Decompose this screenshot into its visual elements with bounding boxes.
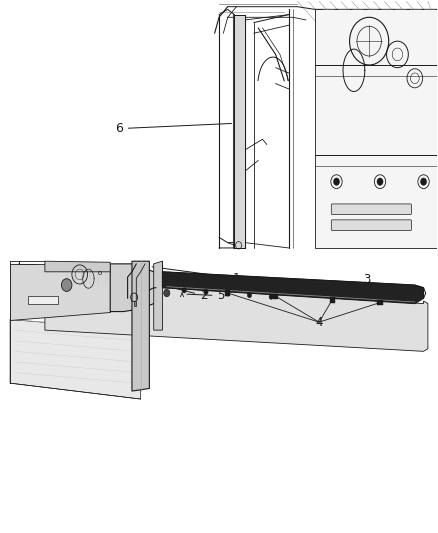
Polygon shape — [378, 300, 383, 305]
FancyBboxPatch shape — [331, 220, 411, 230]
Text: 6: 6 — [115, 122, 231, 135]
Circle shape — [226, 291, 230, 296]
Text: 4: 4 — [315, 316, 323, 329]
Circle shape — [269, 294, 273, 300]
Circle shape — [204, 289, 208, 295]
Polygon shape — [273, 294, 278, 299]
Polygon shape — [134, 301, 136, 306]
Polygon shape — [45, 272, 428, 351]
Polygon shape — [10, 319, 141, 399]
Text: 2: 2 — [139, 279, 208, 302]
Polygon shape — [315, 10, 437, 248]
Circle shape — [164, 289, 170, 297]
Polygon shape — [225, 290, 230, 296]
Polygon shape — [10, 264, 110, 319]
Circle shape — [420, 178, 427, 185]
Text: 1: 1 — [152, 267, 240, 285]
Circle shape — [377, 178, 383, 185]
Circle shape — [61, 279, 72, 292]
Polygon shape — [154, 261, 162, 330]
Text: o: o — [97, 270, 102, 277]
Polygon shape — [28, 296, 58, 304]
Text: 3: 3 — [318, 273, 371, 295]
Polygon shape — [162, 272, 424, 304]
Polygon shape — [110, 264, 158, 312]
FancyBboxPatch shape — [331, 204, 411, 215]
Polygon shape — [329, 297, 335, 303]
Circle shape — [182, 288, 186, 293]
Circle shape — [333, 178, 339, 185]
Circle shape — [247, 293, 252, 298]
Text: 5: 5 — [187, 289, 225, 302]
Polygon shape — [234, 14, 245, 248]
Polygon shape — [45, 261, 110, 272]
Polygon shape — [132, 261, 149, 391]
